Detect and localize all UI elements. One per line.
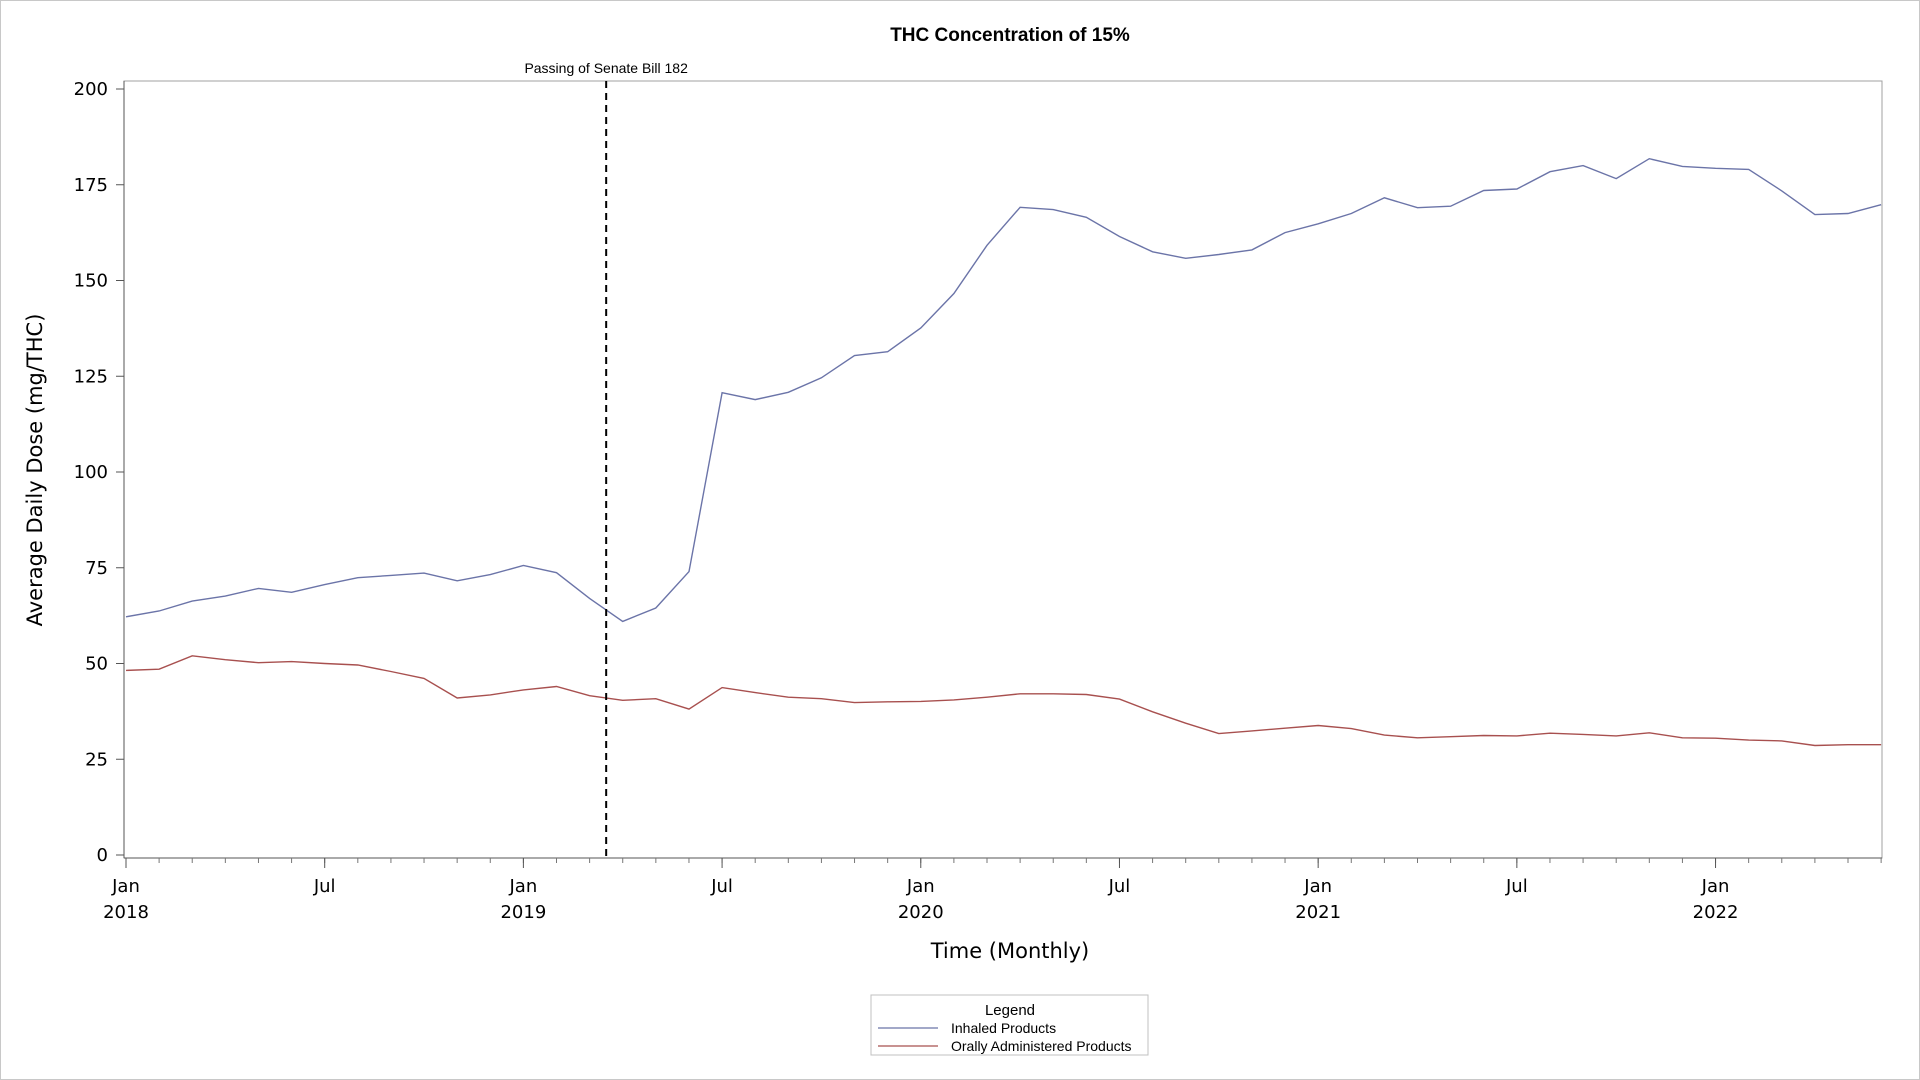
x-tick-label: Jul bbox=[313, 876, 336, 897]
y-tick-label: 125 bbox=[74, 366, 108, 387]
y-tick-label: 200 bbox=[74, 79, 108, 100]
x-tick-year: 2022 bbox=[1693, 902, 1739, 923]
plot-area bbox=[123, 80, 1883, 859]
x-tick-label: Jan bbox=[1303, 876, 1332, 897]
y-tick-label: 0 bbox=[97, 845, 108, 866]
y-tick-label: 75 bbox=[85, 558, 108, 579]
series-line-inhaled bbox=[125, 157, 1882, 623]
y-tick-label: 150 bbox=[74, 271, 108, 292]
legend-label-inhaled: Inhaled Products bbox=[951, 1020, 1056, 1036]
x-tick-label: Jul bbox=[1505, 876, 1528, 897]
chart-title: THC Concentration of 15% bbox=[890, 25, 1130, 46]
x-axis-ticks: Jan 2018 Jul Jan 2019 Jul Jan 2020 Jul Jan 2021 Jul… bbox=[103, 858, 1882, 923]
x-tick-label: Jul bbox=[1108, 876, 1131, 897]
x-tick-year: 2018 bbox=[103, 902, 149, 923]
series-line-oral bbox=[125, 655, 1882, 747]
senate-bill-annotation: Passing of Senate Bill 182 bbox=[524, 60, 688, 76]
x-axis-label: Time (Monthly) bbox=[930, 939, 1090, 963]
x-tick-year: 2021 bbox=[1295, 902, 1341, 923]
x-tick-year: 2019 bbox=[500, 902, 546, 923]
legend: Legend Inhaled Products Orally Administe… bbox=[870, 994, 1149, 1056]
y-axis-ticks: 0 25 50 75 100 125 150 175 200 bbox=[74, 79, 124, 866]
x-tick-label: Jan bbox=[1701, 876, 1730, 897]
series-layer bbox=[125, 157, 1882, 747]
x-tick-label: Jan bbox=[509, 876, 538, 897]
y-tick-label: 175 bbox=[74, 175, 108, 196]
legend-title: Legend bbox=[985, 1002, 1035, 1019]
y-tick-label: 25 bbox=[85, 749, 108, 770]
legend-box bbox=[870, 994, 1149, 1056]
y-tick-label: 100 bbox=[74, 462, 108, 483]
legend-label-oral: Orally Administered Products bbox=[951, 1038, 1132, 1054]
y-tick-label: 50 bbox=[85, 654, 108, 675]
x-tick-label: Jan bbox=[906, 876, 935, 897]
y-axis-label: Average Daily Dose (mg/THC) bbox=[23, 314, 47, 627]
x-tick-label: Jul bbox=[710, 876, 733, 897]
x-tick-year: 2020 bbox=[898, 902, 944, 923]
x-tick-label: Jan bbox=[111, 876, 140, 897]
